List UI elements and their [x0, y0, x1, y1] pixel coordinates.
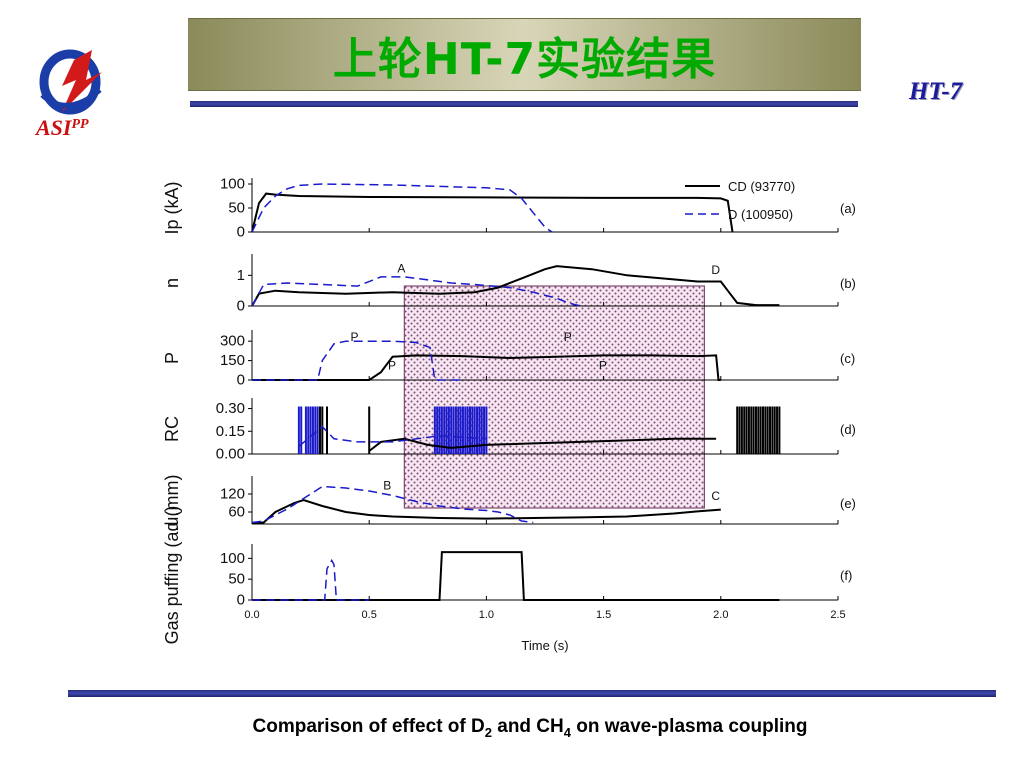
y-axis-label: RC — [162, 416, 182, 442]
series-line-c — [252, 354, 721, 381]
annotation-label: P — [350, 330, 358, 344]
annotation-label: P — [564, 330, 572, 344]
panel-tag: (f) — [840, 568, 852, 583]
y-tick-label: 0 — [237, 592, 245, 609]
x-tick-label: 1.0 — [479, 609, 494, 621]
series-line-f — [252, 551, 780, 601]
panel-f: 100 50 0 Gas puffing (a.u.) (f) — [162, 506, 852, 645]
ht7-label: HT-7 — [909, 78, 963, 105]
y-tick-label: 150 — [220, 352, 245, 369]
panel-c: 300 150 0 P (c) P P P P — [162, 330, 855, 389]
y-axis-label: Ip (kA) — [162, 181, 182, 234]
title-banner: 上轮HT-7实验结果 — [188, 18, 861, 91]
y-axis-label: P — [162, 352, 182, 364]
y-tick-label: 100 — [220, 176, 245, 193]
logo-text: ASIPP — [36, 115, 89, 140]
x-tick-label: 1.5 — [596, 609, 611, 621]
asipp-logo-icon — [39, 49, 102, 115]
x-tick-label: 0.0 — [244, 609, 259, 621]
series-line-a — [251, 192, 734, 233]
panel-tag: (c) — [840, 351, 855, 366]
panel-d: 0.30 0.15 0.00 RC (d) — [162, 398, 856, 463]
series-line-d — [368, 437, 717, 452]
annotation-label: P — [599, 359, 607, 373]
legend: CD (93770) D (100950) — [685, 179, 795, 222]
series-line-b — [251, 276, 581, 307]
legend-entry: CD (93770) — [728, 179, 795, 194]
annotation-label: A — [397, 261, 405, 275]
y-axis-label: Gas puffing (a.u.) — [162, 506, 182, 645]
y-tick-label: 120 — [220, 486, 245, 503]
y-axis-label: n — [162, 278, 182, 288]
panel-tag: (a) — [840, 201, 856, 216]
y-tick-label: 50 — [228, 200, 245, 217]
x-tick-label: 2.0 — [713, 609, 728, 621]
y-axis-label: d (mm) — [162, 475, 182, 532]
y-tick-label: 60 — [228, 504, 245, 521]
series-line-f — [252, 558, 370, 601]
y-tick-label: 1 — [237, 267, 245, 284]
annotation-label: D — [711, 263, 720, 277]
annotation-label: C — [711, 489, 720, 503]
series-line-e — [251, 485, 534, 524]
y-tick-label: 0 — [237, 224, 245, 241]
y-tick-label: 0.30 — [216, 400, 245, 417]
panel-tag: (d) — [840, 422, 856, 437]
y-tick-label: 300 — [220, 333, 245, 350]
panel-a: 100 50 0 Ip (kA) (a) — [162, 176, 856, 241]
annotation-label: P — [388, 359, 396, 373]
ht7-multi-panel-chart: 100 50 0 Ip (kA) (a) 1 0 n (b) A D 300 150 0 P (c) P P P P 0… — [162, 176, 856, 654]
x-tick-label: 2.5 — [830, 609, 845, 621]
panel-tag: (b) — [840, 276, 856, 291]
y-tick-label: 0.00 — [216, 446, 245, 463]
highlight-region — [403, 285, 705, 509]
y-tick-label: 50 — [228, 571, 245, 588]
legend-entry: D (100950) — [728, 207, 793, 222]
series-line-a — [251, 183, 553, 233]
series-line-d — [298, 425, 487, 447]
bottom-rule — [68, 690, 996, 697]
y-tick-label: 0.15 — [216, 423, 245, 440]
panel-b: 1 0 n (b) A D — [162, 254, 856, 315]
y-tick-label: 100 — [220, 550, 245, 567]
y-tick-label: 0 — [237, 372, 245, 389]
x-tick-label: 0.5 — [362, 609, 377, 621]
annotation-label: B — [383, 479, 391, 493]
series-line-b — [251, 265, 780, 307]
slide-title: 上轮HT-7实验结果 — [332, 33, 717, 85]
panel-tag: (e) — [840, 496, 856, 511]
title-underline-rule — [190, 101, 858, 107]
series-line-c — [252, 340, 463, 381]
y-tick-label: 0 — [237, 298, 245, 315]
slide-caption: Comparison of effect of D2 and CH4 on wa… — [252, 716, 808, 740]
series-line-e — [252, 498, 721, 524]
x-axis-label: Time (s) — [521, 638, 568, 653]
